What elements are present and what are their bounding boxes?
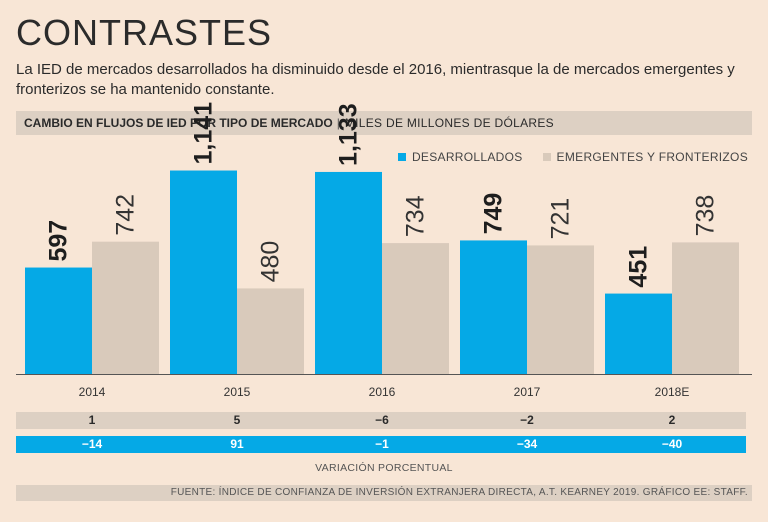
- legend-item-emerging: EMERGENTES Y FRONTERIZOS: [542, 150, 748, 164]
- source-footer: FUENTE: ÍNDICE DE CONFIANZA DE INVERSIÓN…: [16, 485, 752, 501]
- variation-row-emerging: 1 5 −6 −2 2: [16, 412, 746, 429]
- legend-label-emerging: EMERGENTES Y FRONTERIZOS: [556, 150, 748, 164]
- data-label-developed-2015: 1,141: [190, 102, 218, 165]
- data-label-emerging-2018e: 738: [692, 195, 720, 237]
- bar-developed-2015: [170, 170, 237, 374]
- bar-emerging-2017: [527, 245, 594, 374]
- variation-developed-2015: 91: [230, 437, 244, 451]
- variation-emerging-2018e: 2: [668, 413, 676, 427]
- variation-developed-2017: −34: [516, 437, 538, 451]
- x-tick-label-2014: 2014: [79, 385, 106, 399]
- data-label-emerging-2014: 742: [112, 194, 140, 236]
- bar-emerging-2016: [382, 243, 449, 374]
- legend-swatch-developed: [397, 153, 406, 161]
- data-label-emerging-2017: 721: [547, 198, 575, 240]
- legend-swatch-emerging: [542, 153, 551, 161]
- chart-header-bar: CAMBIO EN FLUJOS DE IED POR TIPO DE MERC…: [16, 111, 752, 135]
- chart-title-separator: |: [336, 116, 340, 130]
- data-label-developed-2016: 1,133: [335, 103, 363, 166]
- bar-developed-2018e: [605, 293, 672, 374]
- page-title: CONTRASTES: [16, 12, 273, 53]
- variation-emerging-2017: −2: [520, 413, 534, 427]
- bar-emerging-2015: [237, 288, 304, 374]
- x-tick-label-2018e: 2018E: [655, 385, 690, 399]
- variation-developed-2018e: −40: [661, 437, 683, 451]
- variation-developed-2014: −14: [81, 437, 103, 451]
- legend-label-developed: DESARROLLADOS: [411, 150, 523, 164]
- data-label-emerging-2016: 734: [402, 195, 430, 237]
- chart-units: MILES DE MILLONES DE DÓLARES: [344, 116, 554, 130]
- data-label-developed-2018e: 451: [625, 246, 653, 288]
- variation-emerging-2015: 5: [233, 413, 241, 427]
- bar-chart: 597 742 2014 1,141 480 2015 1,133 734 2016 749 721…: [16, 102, 752, 399]
- x-tick-label-2017: 2017: [514, 385, 541, 399]
- data-label-developed-2017: 749: [480, 193, 508, 235]
- chart-legend: DESARROLLADOS EMERGENTES Y FRONTERIZOS: [378, 150, 748, 164]
- page-subtitle: La IED de mercados desarrollados ha dism…: [16, 61, 735, 98]
- variation-emerging-2016: −6: [375, 413, 389, 427]
- data-label-developed-2014: 597: [45, 220, 73, 262]
- bar-developed-2017: [460, 240, 527, 374]
- variation-developed-2016: −1: [375, 437, 389, 451]
- bar-emerging-2018e: [672, 242, 739, 374]
- variation-emerging-2014: 1: [88, 413, 96, 427]
- chart-title: CAMBIO EN FLUJOS DE IED POR TIPO DE MERC…: [24, 116, 333, 130]
- bar-emerging-2014: [92, 241, 159, 374]
- legend-item-developed: DESARROLLADOS: [397, 150, 523, 164]
- bar-developed-2014: [25, 267, 92, 374]
- x-tick-label-2016: 2016: [369, 385, 396, 399]
- bar-developed-2016: [315, 171, 382, 374]
- variation-row-developed: −14 91 −1 −34 −40: [16, 436, 746, 453]
- data-label-emerging-2015: 480: [257, 241, 285, 283]
- variation-label: VARIACIÓN PORCENTUAL: [315, 462, 453, 474]
- x-tick-label-2015: 2015: [224, 385, 251, 399]
